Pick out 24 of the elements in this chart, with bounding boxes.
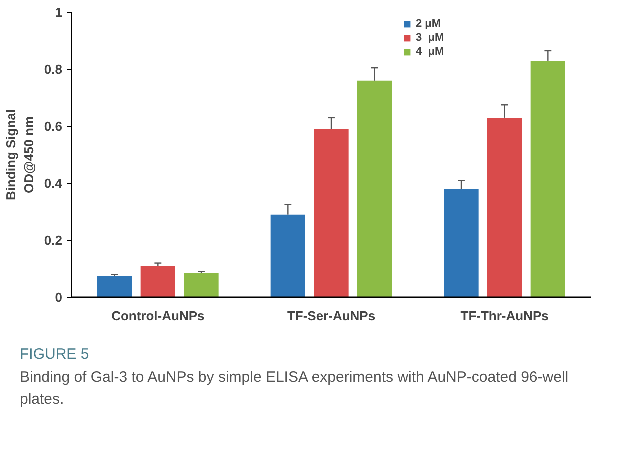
x-tick-label: TF-Ser-AuNPs <box>287 308 376 324</box>
bar <box>98 276 132 298</box>
bar <box>270 214 306 298</box>
bar <box>444 189 479 298</box>
y-tick-label: 0.8 <box>44 62 63 77</box>
y-tick-label: 0.2 <box>44 233 63 248</box>
y-tick-label: 0 <box>55 290 63 305</box>
legend-label: 3 μM <box>416 32 444 44</box>
bar <box>488 118 522 298</box>
bar <box>314 129 349 298</box>
legend-label: 4 μM <box>416 46 444 58</box>
bar <box>184 273 219 298</box>
caption: FIGURE 5 <box>20 345 90 365</box>
y-tick-label: 1 <box>55 5 63 20</box>
text: Binding of Gal-3 to AuNPs by simple ELISA experiments with AuNP-coated 96-well plates. <box>20 368 570 410</box>
bar <box>140 266 176 298</box>
y-tick-label: 0.4 <box>44 176 64 191</box>
bar <box>358 80 392 298</box>
x-tick-label: Control-AuNPs <box>112 308 205 324</box>
y-axis-title: Binding Signal OD@450 nm <box>3 109 36 200</box>
y-tick-label: 0.6 <box>44 119 63 134</box>
x-tick-label: TF-Thr-AuNPs <box>460 308 549 324</box>
legend-label: 2 μM <box>416 18 442 30</box>
bar <box>530 60 566 298</box>
